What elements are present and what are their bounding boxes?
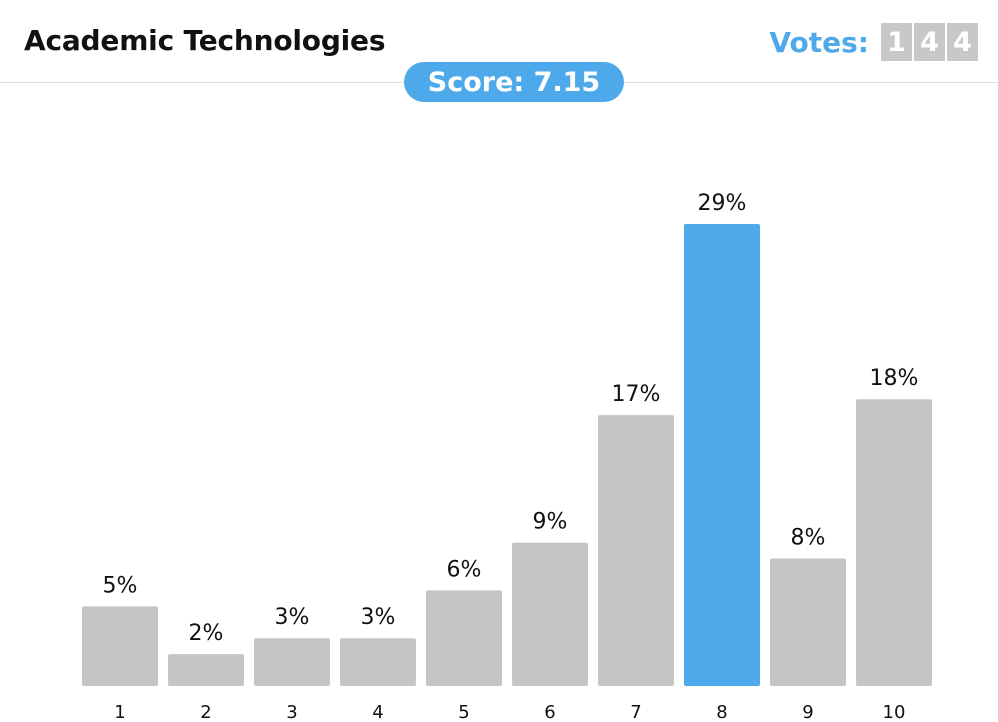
value-label-6: 9% [533, 510, 568, 535]
value-label-5: 6% [447, 557, 482, 582]
value-label-1: 5% [103, 573, 138, 598]
x-tick-8: 8 [716, 702, 727, 722]
votes-digit: 4 [914, 23, 945, 61]
x-tick-6: 6 [544, 702, 555, 722]
value-label-10: 18% [870, 366, 919, 391]
chart-header: Academic Technologies Votes: 1 4 4 [0, 0, 998, 83]
value-label-7: 17% [612, 382, 661, 407]
value-label-9: 8% [791, 526, 826, 551]
bar-7 [598, 415, 674, 686]
bar-3 [254, 638, 330, 686]
bar-1 [82, 606, 158, 686]
x-tick-4: 4 [372, 702, 383, 722]
bar-6 [512, 542, 588, 686]
bar-10 [856, 399, 932, 686]
votes-digit: 1 [881, 23, 912, 61]
value-label-3: 3% [275, 605, 310, 630]
x-axis-ticks: 1 2 3 4 5 6 7 8 9 10 [114, 702, 905, 722]
x-tick-1: 1 [114, 702, 125, 722]
value-label-8: 29% [698, 191, 747, 216]
x-tick-9: 9 [802, 702, 813, 722]
x-tick-10: 10 [883, 702, 906, 722]
bar-8 [684, 224, 760, 686]
value-label-4: 3% [361, 605, 396, 630]
bar-2 [168, 654, 244, 686]
votes-counter: Votes: 1 4 4 [769, 23, 978, 61]
bar-group [82, 224, 932, 686]
bar-9 [770, 558, 846, 686]
votes-digit: 4 [947, 23, 978, 61]
value-label-group: 5% 2% 3% 3% 6% 9% 17% 29% 8% 18% [103, 191, 919, 646]
votes-label: Votes: [769, 25, 869, 59]
bar-5 [426, 590, 502, 686]
x-tick-5: 5 [458, 702, 469, 722]
value-label-2: 2% [189, 621, 224, 646]
x-tick-7: 7 [630, 702, 641, 722]
chart-title: Academic Technologies [24, 24, 386, 57]
x-tick-2: 2 [200, 702, 211, 722]
x-tick-3: 3 [286, 702, 297, 722]
score-badge: Score: 7.15 [404, 62, 624, 102]
bar-4 [340, 638, 416, 686]
